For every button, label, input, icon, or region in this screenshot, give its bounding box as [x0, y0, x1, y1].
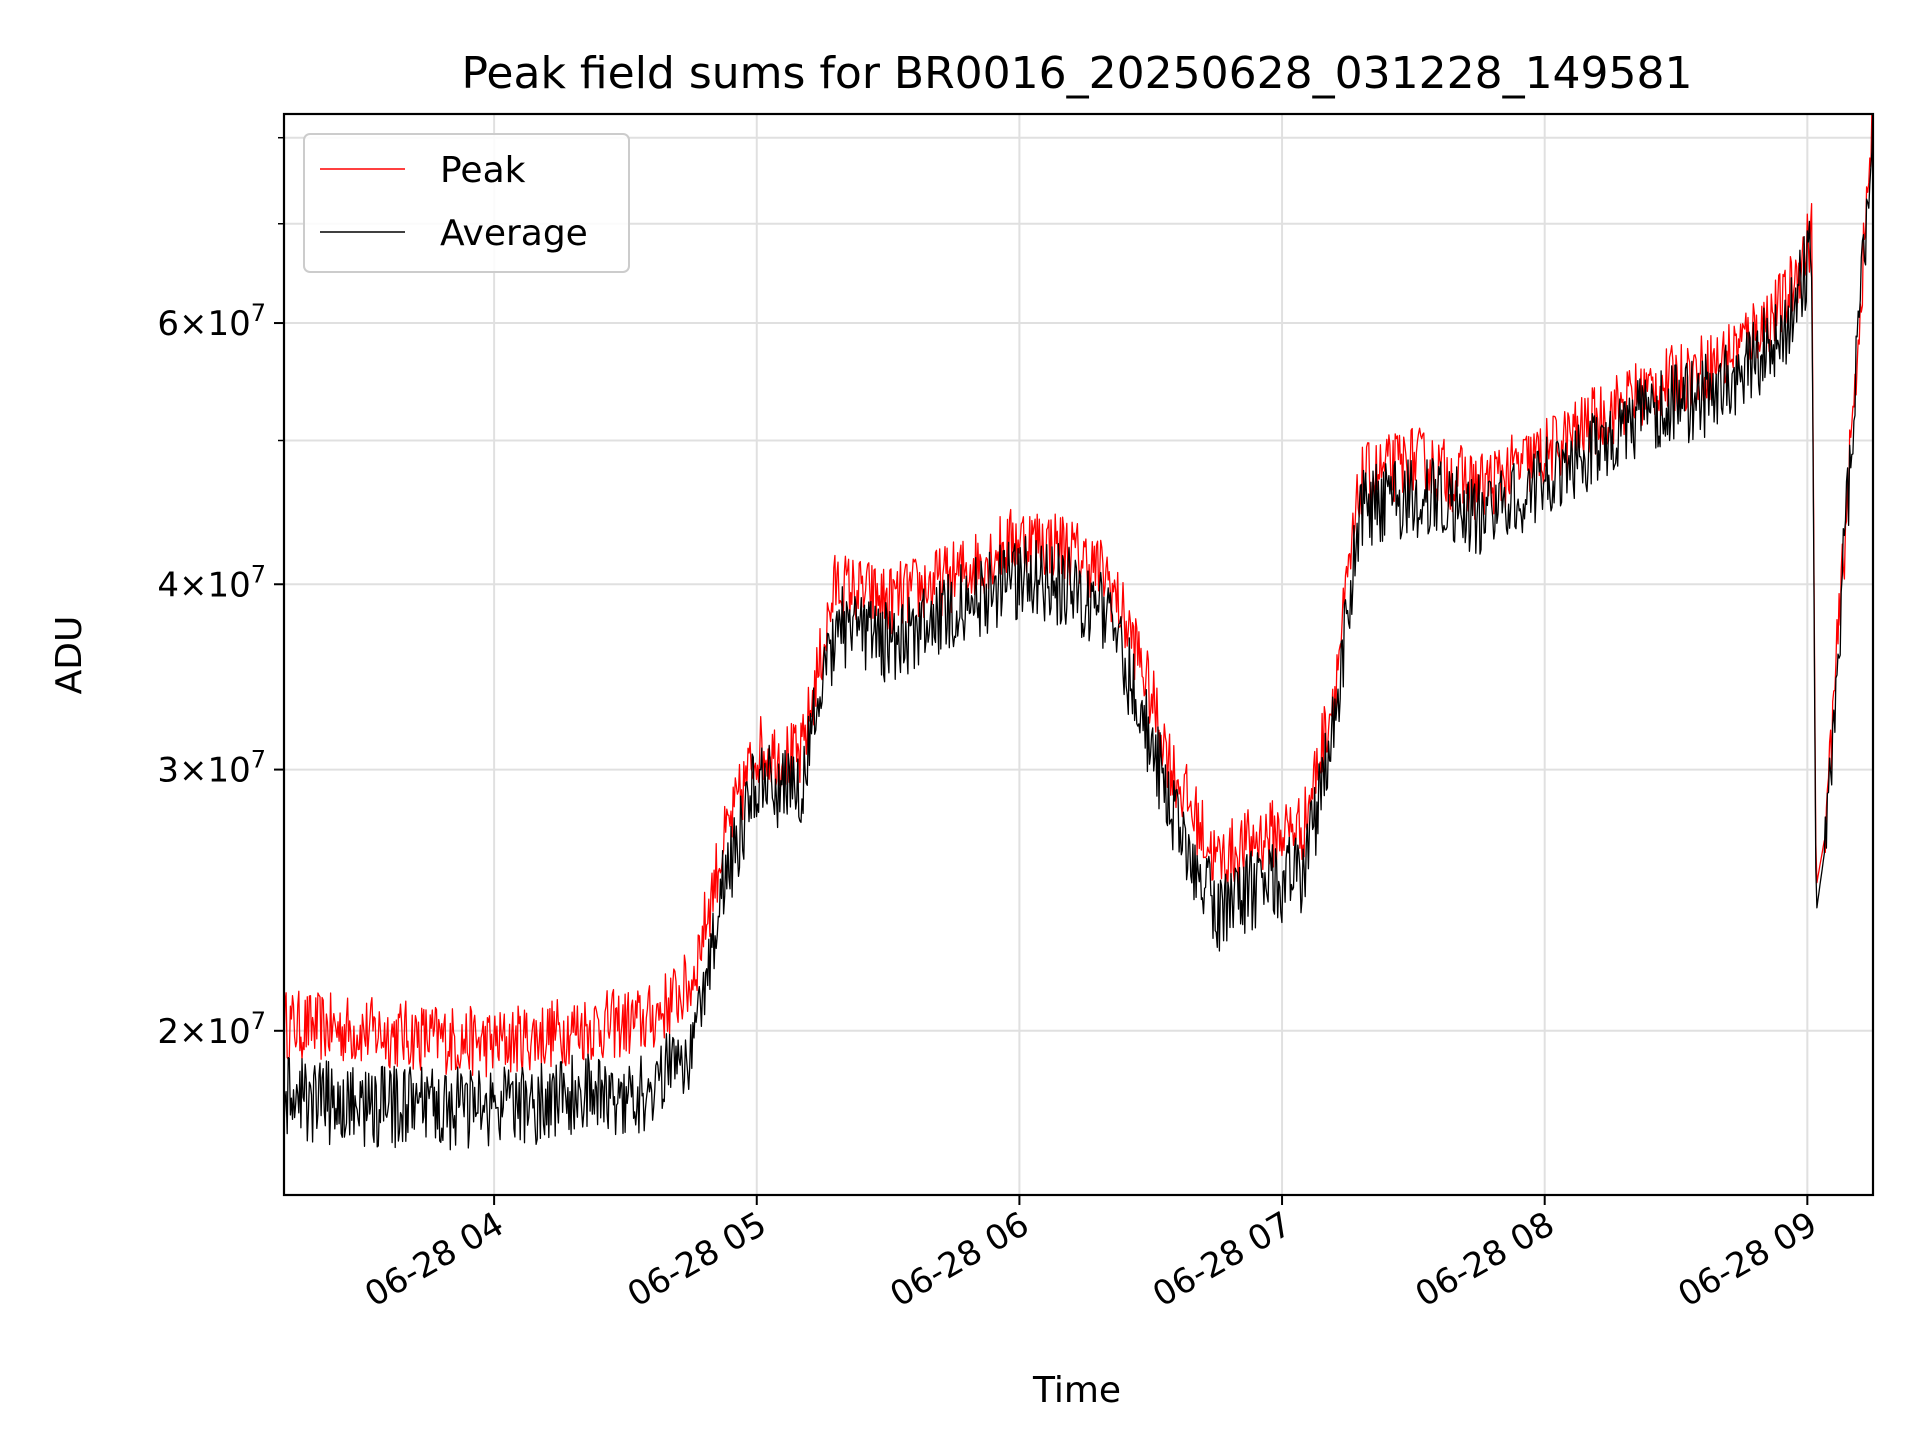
series-layer — [284, 114, 1873, 1151]
plot-frame — [282, 112, 1875, 1197]
chart-title: Peak field sums for BR0016_20250628_0312… — [461, 48, 1692, 99]
series-line-peak — [284, 114, 1873, 1078]
y-tick-label: 6×107 — [157, 299, 266, 344]
legend: Peak Average — [303, 133, 630, 273]
y-tick-label: 3×107 — [157, 746, 266, 791]
legend-label-average: Average — [440, 213, 588, 254]
y-axis-label: ADU — [49, 616, 90, 695]
y-tick-label: 2×107 — [157, 1007, 266, 1052]
x-axis-label: Time — [1032, 1370, 1121, 1411]
y-tick-label: 4×107 — [157, 560, 266, 605]
legend-label-peak: Peak — [440, 150, 526, 191]
series-line-average — [284, 114, 1873, 1151]
